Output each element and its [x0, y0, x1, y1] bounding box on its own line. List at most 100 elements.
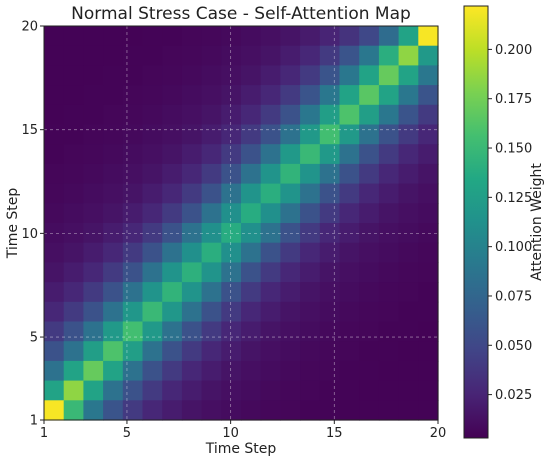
heatmap-cell — [201, 301, 222, 323]
heatmap-cell — [103, 262, 124, 283]
heatmap-cell — [103, 301, 124, 323]
x-tick-label: 20 — [430, 426, 447, 441]
heatmap-cell — [142, 104, 163, 126]
heatmap-cell — [319, 65, 341, 86]
heatmap-cell — [201, 26, 222, 47]
heatmap-cell — [418, 26, 439, 47]
heatmap-cell — [201, 163, 222, 185]
heatmap-cell — [378, 301, 400, 323]
heatmap-cell — [221, 65, 242, 86]
heatmap-cell — [162, 360, 183, 382]
heatmap-cell — [359, 85, 380, 106]
heatmap-cell — [241, 321, 262, 342]
colorbar-tick-label: 0.175 — [495, 92, 532, 107]
y-tick-label: 20 — [21, 20, 38, 35]
heatmap-cell — [201, 183, 222, 204]
heatmap-cell — [44, 282, 65, 303]
heatmap-cell — [162, 85, 183, 106]
heatmap-cell — [201, 282, 222, 303]
heatmap-cell — [181, 242, 203, 263]
heatmap-cell — [83, 183, 104, 204]
heatmap-cell — [359, 301, 380, 323]
heatmap-cell — [83, 85, 104, 106]
heatmap-cell — [300, 301, 321, 323]
heatmap-cell — [221, 400, 242, 421]
heatmap-cell — [418, 341, 439, 362]
heatmap-cell — [142, 45, 163, 66]
heatmap-cell — [142, 163, 163, 185]
heatmap-cell — [44, 65, 65, 86]
heatmap-cell — [122, 242, 144, 263]
heatmap-cell — [201, 223, 222, 244]
heatmap-cell — [319, 400, 341, 421]
colorbar-tick-label: 0.100 — [495, 240, 532, 255]
heatmap-cell — [162, 262, 183, 283]
heatmap-cell — [83, 380, 104, 401]
heatmap-cell — [378, 45, 400, 66]
heatmap-cell — [300, 282, 321, 303]
heatmap-cell — [359, 124, 380, 145]
x-tick-label: 10 — [222, 426, 239, 441]
heatmap-cell — [280, 223, 301, 244]
heatmap-cell — [122, 85, 144, 106]
heatmap-cell — [359, 183, 380, 204]
heatmap-cell — [260, 360, 281, 382]
heatmap-cell — [300, 45, 321, 66]
heatmap-cell — [63, 183, 84, 204]
heatmap-cell — [63, 282, 84, 303]
heatmap-cell — [241, 45, 262, 66]
heatmap-cell — [201, 104, 222, 126]
heatmap-cell — [280, 282, 301, 303]
heatmap-cell — [103, 341, 124, 362]
heatmap-cell — [280, 400, 301, 421]
heatmap-cell — [339, 242, 360, 263]
colorbar-tick-label: 0.075 — [495, 289, 532, 304]
heatmap-cell — [280, 163, 301, 185]
heatmap-cell — [221, 163, 242, 185]
heatmap-cell — [418, 262, 439, 283]
heatmap-cell — [319, 360, 341, 382]
heatmap-cell — [63, 262, 84, 283]
heatmap-cell — [319, 282, 341, 303]
heatmap-cell — [339, 124, 360, 145]
heatmap-cell — [378, 380, 400, 401]
heatmap-cell — [300, 262, 321, 283]
heatmap-cell — [398, 65, 419, 86]
heatmap-cell — [339, 144, 360, 165]
heatmap-cell — [142, 360, 163, 382]
heatmap-cell — [260, 242, 281, 263]
heatmap-cell — [44, 400, 65, 421]
heatmap-cell — [378, 163, 400, 185]
y-axis-label: Time Step — [5, 188, 21, 260]
heatmap-cell — [201, 45, 222, 66]
y-tick-label: 10 — [21, 227, 38, 242]
heatmap-cell — [260, 104, 281, 126]
heatmap-cell — [398, 223, 419, 244]
heatmap-cell — [241, 223, 262, 244]
heatmap-cell — [122, 163, 144, 185]
heatmap-cell — [142, 203, 163, 224]
heatmap-cell — [103, 45, 124, 66]
heatmap-cell — [319, 380, 341, 401]
heatmap-cell — [378, 85, 400, 106]
heatmap-cell — [103, 223, 124, 244]
heatmap-cell — [319, 321, 341, 342]
heatmap-cell — [300, 203, 321, 224]
heatmap-cell — [241, 104, 262, 126]
heatmap-cell — [83, 45, 104, 66]
heatmap-cell — [201, 400, 222, 421]
heatmap-cell — [398, 380, 419, 401]
heatmap-cell — [260, 400, 281, 421]
heatmap-cell — [103, 26, 124, 47]
heatmap-cell — [181, 341, 203, 362]
heatmap-cell — [103, 85, 124, 106]
heatmap-cell — [201, 262, 222, 283]
heatmap-cell — [418, 242, 439, 263]
heatmap-cell — [359, 341, 380, 362]
colorbar-tick-label: 0.125 — [495, 191, 532, 206]
heatmap-cell — [280, 144, 301, 165]
heatmap-cell — [398, 183, 419, 204]
heatmap-cell — [63, 163, 84, 185]
heatmap-cell — [300, 223, 321, 244]
heatmap-cell — [63, 360, 84, 382]
